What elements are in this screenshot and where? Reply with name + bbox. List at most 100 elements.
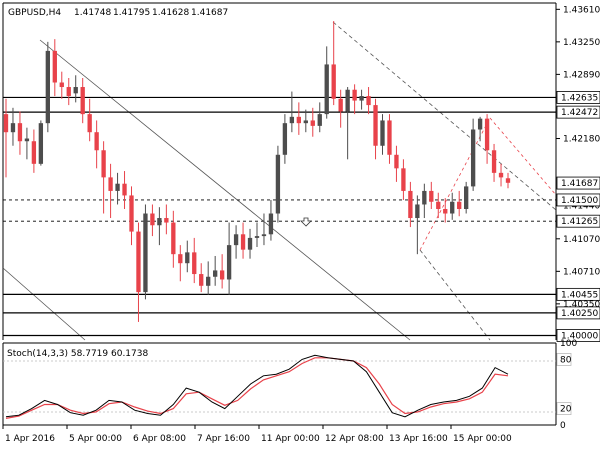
candle bbox=[219, 254, 225, 289]
candle bbox=[206, 261, 211, 295]
candle-body bbox=[394, 154, 399, 169]
price-level-value: 1.42635 bbox=[561, 93, 598, 103]
candle bbox=[450, 192, 455, 220]
candle-body bbox=[415, 204, 420, 219]
candle bbox=[436, 192, 441, 219]
candle bbox=[464, 181, 469, 214]
candle-body bbox=[401, 168, 406, 191]
falling-red-dashed-line bbox=[489, 117, 557, 196]
candle bbox=[296, 102, 301, 135]
candle-body bbox=[38, 123, 44, 164]
candle bbox=[213, 255, 218, 286]
channel-lower-dashed-line bbox=[419, 249, 491, 341]
candle-body bbox=[254, 236, 260, 238]
time-tick-label: 15 Apr 00:00 bbox=[453, 434, 512, 444]
candle-body bbox=[94, 132, 99, 151]
price-level-box bbox=[556, 214, 600, 228]
candle-body bbox=[45, 50, 50, 124]
candle-body bbox=[87, 114, 92, 133]
stoch-tick: 0 bbox=[560, 421, 566, 431]
candle bbox=[289, 91, 295, 133]
candle-body bbox=[31, 141, 37, 164]
stoch-tick-label: 80 bbox=[560, 355, 572, 365]
candle-body bbox=[122, 183, 127, 196]
candle-body bbox=[338, 98, 343, 112]
candle bbox=[408, 181, 413, 228]
candle bbox=[359, 89, 364, 110]
price-level-box bbox=[556, 306, 600, 320]
candle bbox=[233, 225, 239, 259]
candle bbox=[366, 87, 371, 115]
candle-body bbox=[136, 231, 141, 293]
candle-body bbox=[289, 116, 295, 124]
candle bbox=[192, 237, 197, 284]
candle bbox=[261, 213, 267, 246]
candle-body bbox=[282, 123, 288, 155]
candle bbox=[484, 114, 490, 164]
horizontal-levels bbox=[3, 96, 556, 337]
candle-body bbox=[484, 118, 490, 151]
candle bbox=[101, 141, 106, 214]
candle bbox=[10, 107, 16, 146]
stoch-tick-label: 0 bbox=[560, 421, 566, 431]
price-level-box bbox=[556, 105, 600, 119]
chart-header-low: 1.41628 bbox=[152, 8, 189, 18]
candle bbox=[491, 143, 497, 182]
candle bbox=[498, 163, 504, 187]
candle bbox=[80, 77, 85, 124]
candle bbox=[275, 145, 281, 223]
stoch-tick: 100 bbox=[560, 339, 577, 349]
time-tick-label: 1 Apr 2016 bbox=[5, 434, 55, 444]
price-tick-label: 1.42180 bbox=[563, 135, 600, 145]
price-level-label: 1.42635 bbox=[556, 91, 600, 104]
stoch-level-box bbox=[556, 352, 572, 366]
price-level-box bbox=[556, 287, 600, 301]
time-axis: 1 Apr 2016 5 Apr 00:00 6 Apr 08:00 7 Apr 16… bbox=[2, 425, 512, 444]
chart-header-symbol: GBPUSD,H4 bbox=[8, 8, 61, 18]
price-tick-label: 1.42890 bbox=[563, 70, 600, 80]
candle bbox=[150, 204, 155, 237]
candle-body bbox=[66, 87, 71, 97]
candle bbox=[24, 127, 30, 160]
candle-body bbox=[380, 120, 385, 146]
price-tick-label: 1.43610 bbox=[563, 5, 600, 15]
candle-body bbox=[408, 190, 413, 219]
time-tick-label: 13 Apr 16:00 bbox=[389, 434, 448, 444]
candle-body bbox=[373, 105, 378, 146]
candle bbox=[470, 118, 476, 191]
time-tick-label: 7 Apr 16:00 bbox=[197, 434, 250, 444]
candle-body bbox=[219, 270, 225, 280]
candle bbox=[59, 71, 64, 99]
price-tick-label: 1.43250 bbox=[563, 38, 600, 48]
stoch-tick: 80 bbox=[556, 352, 572, 366]
price-tick-label: 1.40350 bbox=[563, 300, 600, 310]
price-level-label: 1.40000 bbox=[556, 329, 600, 342]
candle-body bbox=[464, 186, 469, 209]
candle-body bbox=[317, 114, 322, 126]
candle bbox=[477, 116, 483, 142]
stoch-axis-ticks: 100 80 20 0 bbox=[556, 339, 577, 431]
time-tick-label: 11 Apr 00:00 bbox=[261, 434, 320, 444]
candle-body bbox=[17, 123, 23, 142]
chart-header-open: 1.41748 bbox=[74, 8, 111, 18]
candle-body bbox=[213, 270, 218, 277]
candle-body bbox=[366, 96, 371, 106]
candle bbox=[282, 114, 288, 164]
candle-body bbox=[59, 82, 64, 88]
candle-body bbox=[108, 177, 113, 191]
candle bbox=[422, 183, 427, 219]
stoch-tick-label: 100 bbox=[560, 339, 577, 349]
descending-trendline bbox=[39, 39, 411, 341]
candle-body bbox=[505, 178, 511, 183]
candle bbox=[324, 46, 329, 119]
candle bbox=[505, 172, 511, 189]
candle-body bbox=[199, 274, 204, 286]
candle-body bbox=[352, 89, 357, 101]
candle bbox=[303, 109, 308, 133]
candle bbox=[66, 77, 71, 106]
candle-body bbox=[443, 208, 448, 214]
candle-body bbox=[157, 218, 162, 226]
candle-body bbox=[261, 234, 267, 237]
price-level-labels: 1.42635 1.42472 1.41687 1.41500 1.41265 1.404… bbox=[556, 91, 600, 342]
